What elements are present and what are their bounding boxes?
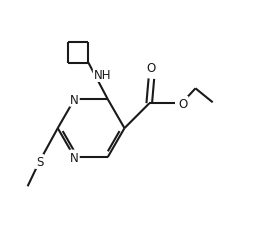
Text: O: O	[178, 97, 187, 110]
Text: O: O	[147, 62, 156, 75]
Text: N: N	[70, 93, 79, 106]
Text: S: S	[36, 155, 43, 168]
Text: N: N	[70, 151, 79, 164]
Text: NH: NH	[94, 69, 111, 82]
